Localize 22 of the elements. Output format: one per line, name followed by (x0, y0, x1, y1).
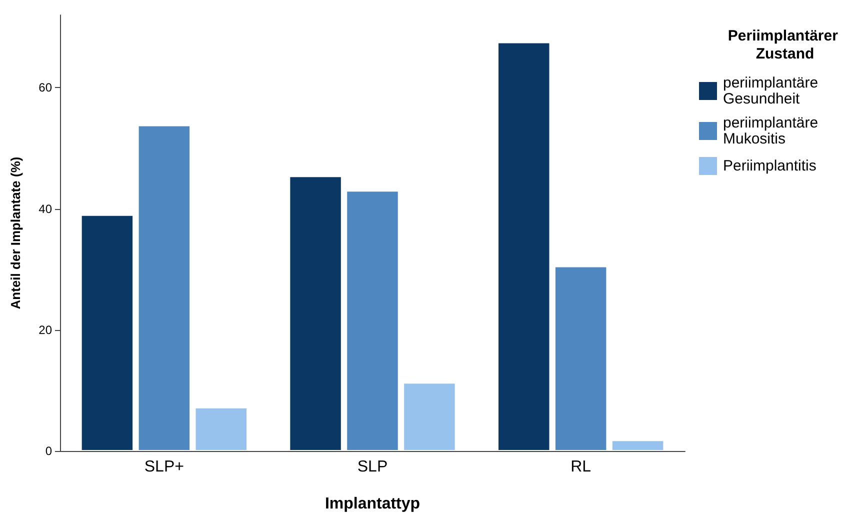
legend-label: Periimplantitis (723, 158, 816, 174)
bar (403, 382, 456, 451)
y-tick-label: 0 (45, 444, 52, 458)
bar (554, 266, 608, 451)
legend-title: Periimplantärer Zustand (728, 28, 842, 62)
bar (611, 440, 664, 451)
bar (498, 42, 550, 451)
y-axis-title: Anteil der Implantate (%) (8, 156, 23, 310)
bar (289, 176, 342, 451)
x-tick-label: RL (570, 458, 592, 476)
x-axis-title: Implantattyp (324, 496, 420, 512)
y-tick-label: 40 (38, 202, 52, 216)
x-tick-label: SLP (357, 458, 388, 476)
legend-label: periimplantäre Mukositis (723, 114, 822, 148)
y-tick-label: 20 (38, 322, 52, 337)
y-tick-label: 60 (38, 80, 52, 95)
bar (194, 407, 248, 451)
bar (80, 214, 134, 451)
x-tick-label: SLP+ (144, 458, 184, 476)
bar (346, 190, 399, 451)
bar (138, 125, 191, 451)
legend-label: periimplantäre Gesundheit (723, 74, 822, 108)
